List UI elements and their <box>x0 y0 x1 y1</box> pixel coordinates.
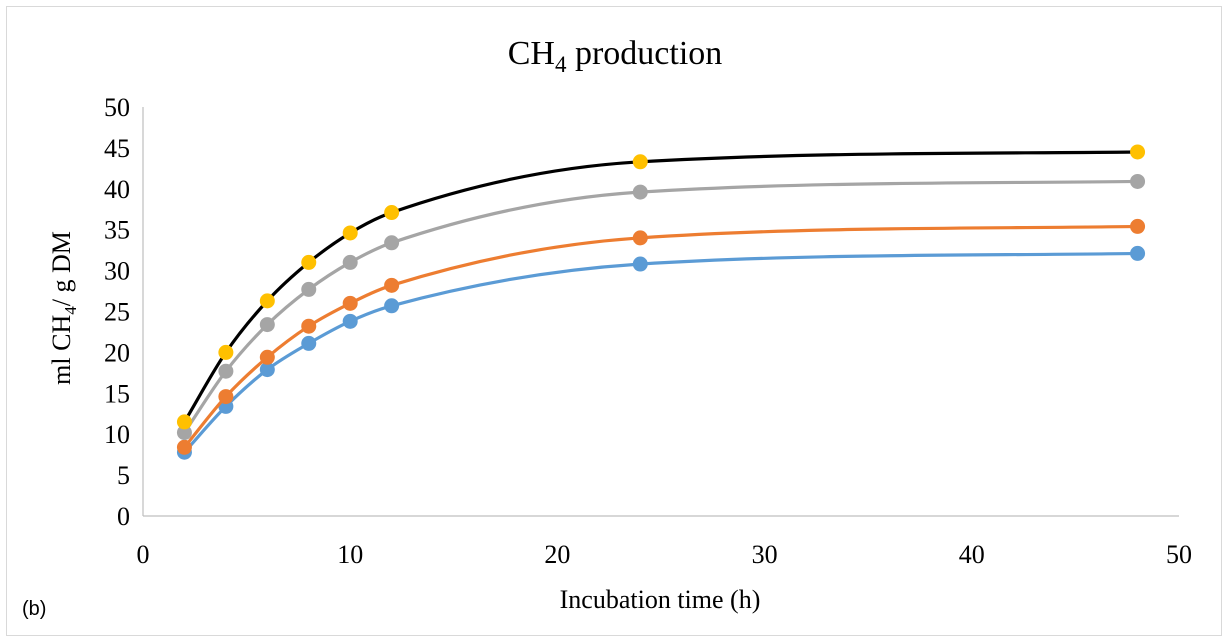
series-3-point <box>301 281 317 297</box>
series-2-point <box>301 318 317 334</box>
series-3-point <box>632 184 648 200</box>
series-1-point <box>1130 245 1146 261</box>
y-tick-label: 15 <box>104 379 130 408</box>
series-4-point <box>1130 144 1146 160</box>
series-2-point <box>384 277 400 293</box>
series-3 <box>176 173 1146 441</box>
y-tick-label: 5 <box>117 461 130 490</box>
y-tick-label: 35 <box>104 216 130 245</box>
series-3-point <box>384 235 400 251</box>
series-1-point <box>632 256 648 272</box>
chart-title: CH4 production <box>508 35 723 77</box>
series-4-point <box>632 154 648 170</box>
series-3-point <box>1130 173 1146 189</box>
series-2 <box>176 218 1146 455</box>
series-1-point <box>384 298 400 314</box>
y-tick-label: 30 <box>104 257 130 286</box>
series-3-point <box>176 425 192 441</box>
y-axis-label: ml CH4/ g DM <box>47 231 80 385</box>
series-4-point <box>384 205 400 221</box>
series-1-point <box>259 362 275 378</box>
panel-label: (b) <box>22 598 46 620</box>
series-4 <box>176 144 1146 430</box>
series-1-point <box>342 313 358 329</box>
series-2-point <box>1130 218 1146 234</box>
x-tick-labels: 0 10 20 30 40 50 <box>137 540 1193 569</box>
x-tick-label: 40 <box>959 540 985 569</box>
y-tick-label: 25 <box>104 298 130 327</box>
series-2-point <box>342 295 358 311</box>
series-2-point <box>218 389 234 405</box>
series-layer <box>176 144 1146 460</box>
series-3-point <box>259 317 275 333</box>
series-1-line <box>182 251 1140 454</box>
x-tick-label: 0 <box>137 540 150 569</box>
series-1 <box>176 245 1146 460</box>
series-3-point <box>342 254 358 270</box>
y-tick-label: 0 <box>117 502 130 531</box>
y-tick-label: 10 <box>104 420 130 449</box>
series-3-line <box>182 179 1140 435</box>
series-3-point <box>218 363 234 379</box>
series-2-line <box>182 224 1140 449</box>
series-4-point <box>301 254 317 270</box>
series-4-point <box>342 225 358 241</box>
y-tick-label: 40 <box>104 175 130 204</box>
series-2-point <box>259 349 275 365</box>
series-4-point <box>176 414 192 430</box>
series-2-point <box>632 230 648 246</box>
x-tick-label: 50 <box>1166 540 1192 569</box>
series-4-line <box>182 150 1140 424</box>
x-tick-label: 20 <box>544 540 570 569</box>
y-tick-label: 20 <box>104 338 130 367</box>
x-tick-label: 10 <box>337 540 363 569</box>
series-2-point <box>176 439 192 455</box>
y-tick-labels: 0 5 10 15 20 25 30 35 40 45 50 <box>104 93 130 531</box>
y-tick-label: 45 <box>104 134 130 163</box>
series-1-point <box>301 335 317 351</box>
x-axis-label: Incubation time (h) <box>560 585 761 614</box>
chart-frame <box>6 6 1222 636</box>
series-4-point <box>259 293 275 309</box>
y-tick-label: 50 <box>104 93 130 122</box>
x-tick-label: 30 <box>752 540 778 569</box>
series-4-point <box>218 344 234 360</box>
